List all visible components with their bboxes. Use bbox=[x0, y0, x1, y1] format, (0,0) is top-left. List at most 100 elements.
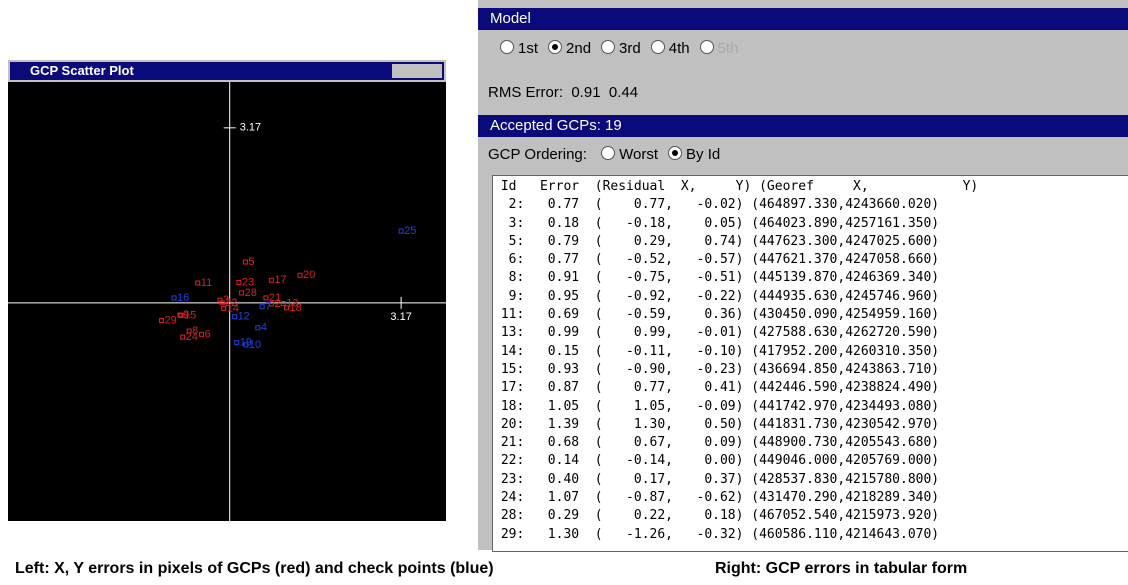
option-label: 2nd bbox=[566, 40, 592, 57]
point-label: 29 bbox=[165, 314, 177, 326]
rms-y: 0.44 bbox=[608, 84, 639, 101]
point bbox=[280, 300, 286, 306]
radio[interactable] bbox=[548, 40, 563, 54]
option-label: By Id bbox=[686, 146, 721, 163]
plot: 3.173.1723568911131415171820212223242829… bbox=[8, 82, 446, 521]
point-label: 9 bbox=[183, 309, 189, 321]
table-row: 13: 0.99 ( 0.99, -0.01) (427588.630,4262… bbox=[493, 325, 940, 341]
radio[interactable] bbox=[500, 40, 514, 54]
caption-right: Right: GCP errors in tabular form bbox=[715, 560, 968, 577]
point bbox=[255, 325, 261, 331]
point-label: 20 bbox=[303, 269, 315, 281]
title-bar: GCP Scatter Plot bbox=[10, 62, 444, 80]
point bbox=[268, 301, 274, 307]
point bbox=[234, 340, 240, 346]
table-row: 23: 0.40 ( 0.17, 0.37) (428537.830,42157… bbox=[493, 471, 940, 487]
radio[interactable] bbox=[650, 40, 665, 54]
point-label: 8 bbox=[192, 325, 198, 337]
caption-left: Left: X, Y errors in pixels of GCPs (red… bbox=[15, 560, 494, 577]
point-label: 25 bbox=[404, 225, 416, 237]
radio[interactable] bbox=[601, 146, 616, 160]
point bbox=[239, 290, 245, 296]
point-label: 21 bbox=[269, 292, 281, 304]
table-row: 14: 0.15 ( -0.11, -0.10) (417952.200,426… bbox=[493, 343, 940, 359]
point-label: 24 bbox=[186, 331, 198, 343]
option-label: 3rd bbox=[619, 40, 641, 57]
point-label: 6 bbox=[205, 328, 211, 340]
point bbox=[195, 280, 201, 286]
table-header: Id Error (Residual X, Y) (Georef X, Y) bbox=[493, 179, 979, 194]
option-label: Worst bbox=[619, 146, 659, 163]
point-label: 18 bbox=[289, 302, 301, 314]
rms-x: 0.91 bbox=[571, 84, 601, 101]
point bbox=[177, 312, 183, 318]
point-label: 16 bbox=[177, 292, 189, 304]
table-row: 20: 1.39 ( 1.30, 0.50) (441831.730,42305… bbox=[493, 416, 940, 432]
point bbox=[242, 259, 248, 265]
table-body: 2: 0.77 ( 0.77, -0.02) (464897.330,42436… bbox=[493, 196, 1128, 544]
radio[interactable] bbox=[668, 146, 683, 160]
table-row: 18: 1.05 ( 1.05, -0.09) (441742.970,4234… bbox=[493, 398, 940, 414]
table-row: 11: 0.69 ( -0.59, 0.36) (430450.090,4254… bbox=[493, 307, 940, 323]
point-label: 10 bbox=[249, 339, 261, 351]
point-label: 14 bbox=[227, 302, 239, 314]
point bbox=[159, 318, 165, 324]
point bbox=[171, 295, 177, 301]
model-panel: Model 1st 2nd 3rd 4th 5th RMS Error: 0.91 0.… bbox=[478, 0, 1128, 552]
gcp-table: Id Error (Residual X, Y) (Georef X, Y) 2… bbox=[492, 175, 1128, 552]
table-row: 17: 0.87 ( 0.77, 0.41) (442446.590,42388… bbox=[493, 380, 940, 396]
point-label: 23 bbox=[242, 276, 254, 288]
table-row: 28: 0.29 ( 0.22, 0.18) (467052.540,42159… bbox=[493, 508, 940, 524]
point-label: 12 bbox=[238, 311, 250, 323]
point bbox=[178, 313, 184, 319]
option-label: 4th bbox=[668, 40, 690, 57]
point-label: 2 bbox=[274, 298, 280, 310]
plot-bg bbox=[8, 82, 446, 521]
point bbox=[232, 314, 238, 320]
rms: RMS Error: 0.91 0.44 bbox=[488, 84, 638, 101]
point bbox=[243, 342, 249, 348]
radio[interactable] bbox=[699, 40, 714, 54]
ordering: GCP Ordering: Worst By Id bbox=[488, 146, 720, 163]
point bbox=[283, 305, 289, 311]
table-row: 24: 1.07 ( -0.87, -0.62) (431470.290,421… bbox=[493, 490, 940, 506]
table-row: 5: 0.79 ( 0.29, 0.74) (447623.300,424702… bbox=[493, 233, 940, 249]
point bbox=[259, 304, 265, 310]
point bbox=[297, 272, 303, 278]
point bbox=[221, 305, 227, 311]
point-label: 11 bbox=[201, 277, 212, 289]
table-row: 29: 1.30 ( -1.26, -0.32) (460586.110,421… bbox=[493, 526, 940, 542]
radio[interactable] bbox=[601, 40, 616, 54]
y-tick-label: 3.17 bbox=[240, 122, 261, 134]
point-label: 28 bbox=[245, 287, 257, 299]
point-label: 13 bbox=[286, 297, 298, 309]
ordering-label: GCP Ordering: bbox=[488, 146, 587, 163]
table-row: 2: 0.77 ( 0.77, -0.02) (464897.330,42436… bbox=[493, 197, 940, 213]
point bbox=[219, 300, 225, 306]
window-title: GCP Scatter Plot bbox=[30, 63, 134, 78]
x-tick-label: 3.17 bbox=[390, 311, 411, 323]
point-label: 5 bbox=[248, 256, 254, 268]
table-row: 22: 0.14 ( -0.14, 0.00) (449046.000,4205… bbox=[493, 453, 940, 469]
point bbox=[236, 279, 242, 285]
table-row: 9: 0.95 ( -0.92, -0.22) (444935.630,4245… bbox=[493, 288, 940, 304]
point bbox=[398, 228, 404, 234]
table-row: 8: 0.91 ( -0.75, -0.51) (445139.870,4246… bbox=[493, 270, 940, 286]
table-row: 3: 0.18 ( -0.18, 0.05) (464023.890,42571… bbox=[493, 215, 940, 231]
point-label: 7 bbox=[265, 301, 271, 313]
point bbox=[263, 295, 269, 301]
point-label: 17 bbox=[274, 274, 286, 286]
point bbox=[186, 328, 192, 334]
accepted-bar: Accepted GCPs: 19 bbox=[478, 115, 1128, 137]
table-row: 21: 0.68 ( 0.67, 0.09) (448900.730,42055… bbox=[493, 435, 940, 451]
point bbox=[199, 331, 205, 337]
point-label: 15 bbox=[184, 309, 196, 321]
table-row: 6: 0.77 ( -0.52, -0.57) (447621.370,4247… bbox=[493, 252, 940, 268]
point-label: 3 bbox=[223, 294, 229, 306]
table-row: 15: 0.93 ( -0.90, -0.23) (436694.850,424… bbox=[493, 361, 940, 377]
window-buttons[interactable] bbox=[392, 64, 442, 78]
option-label: 5th bbox=[717, 40, 739, 57]
option-label: 1st bbox=[518, 40, 539, 57]
point-label: 4 bbox=[261, 322, 267, 334]
